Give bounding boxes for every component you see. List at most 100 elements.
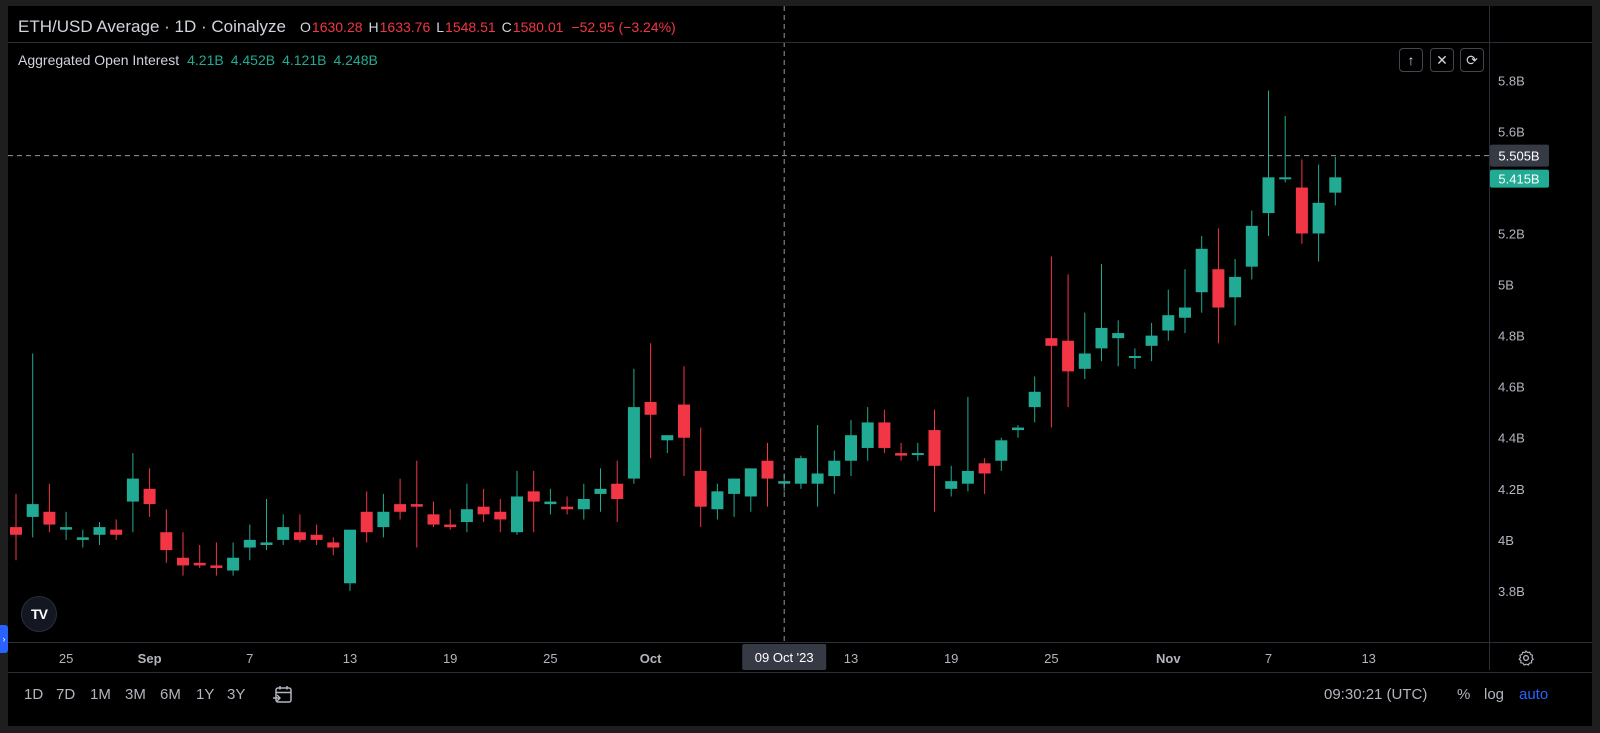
utc-clock[interactable]: 09:30:21 (UTC) [1324,686,1428,703]
timeframe-1m[interactable]: 1M [90,686,111,703]
price-scale-divider [1489,6,1490,670]
last-price-label: 5.415B [1498,172,1539,187]
candle-body [1262,177,1275,214]
candle-body [1195,248,1208,293]
y-tick-label: 5B [1498,278,1514,293]
x-tick-label: Sep [138,651,162,666]
indicator-open: 4.21B [187,52,224,68]
close-icon: ✕ [1436,51,1448,68]
candle-body [344,529,356,584]
candle-body [1162,315,1175,331]
candle-body [945,481,958,489]
candle-body [126,478,139,502]
candle-body [995,440,1008,461]
candle-body [143,488,156,505]
y-tick-label: 4.8B [1498,329,1525,344]
candle-body [978,463,991,474]
candle-body [227,557,240,571]
y-tick-label: 5.6B [1498,124,1525,139]
candle-body [444,524,457,528]
candle-body [828,460,841,477]
candle-body [1112,333,1125,339]
x-tick-label: 25 [543,651,557,666]
candle-body [794,458,807,484]
date-range-calendar-icon[interactable] [272,684,294,706]
y-tick-label: 4.6B [1498,380,1525,395]
candle-body [527,491,540,502]
candle-body [1212,269,1225,308]
y-tick-label: 4.4B [1498,431,1525,446]
symbol-title[interactable]: ETH/USD Average · 1D · Coinalyze [18,17,287,36]
candle-body [644,402,657,415]
arrow-up-icon: ↑ [1407,52,1415,68]
candle-body [394,504,407,512]
timeframe-1d[interactable]: 1D [24,686,44,703]
candle-body [293,532,306,540]
maximize-pane-button[interactable]: ⟳ [1460,48,1484,72]
low-value: L1548.51 [436,19,496,35]
x-tick-label: 25 [59,651,73,666]
indicator-close: 4.248B [333,52,378,68]
candle-body [494,511,507,520]
candle-body [460,509,473,522]
candle-body [577,499,590,510]
candle-body [160,532,173,551]
candle-body [744,468,757,497]
x-axis-labels: 25 Sep 7 13 19 25 Oct 13 19 25 Nov 7 13 [59,651,1376,666]
candle-body [778,481,791,484]
percent-scale-toggle[interactable]: % [1457,686,1471,703]
candle-body [1229,276,1242,298]
legend-header: ETH/USD Average · 1D · Coinalyze O1630.2… [18,16,676,38]
candle-body [961,470,974,484]
last-price-box [1490,169,1549,188]
candle-body [260,542,273,545]
candle-body [1028,391,1041,408]
candle-body [310,534,323,540]
log-scale-toggle[interactable]: log [1484,686,1505,703]
crosshair-date-label: 09 Oct '23 [755,650,814,665]
x-tick-label: 25 [1044,651,1058,666]
timeframe-3m[interactable]: 3M [125,686,146,703]
candle-body [1145,335,1158,346]
timeframe-3y[interactable]: 3Y [227,686,246,703]
candle-body [627,407,640,479]
candle-body [193,562,206,566]
move-up-button[interactable]: ↑ [1399,48,1423,72]
close-pane-button[interactable]: ✕ [1430,48,1454,72]
left-toolbar-expand-handle[interactable]: › [0,625,8,653]
auto-scale-toggle[interactable]: auto [1519,686,1549,703]
candle-body [243,539,256,548]
y-tick-label: 5.2B [1498,226,1525,241]
candlestick-chart[interactable]: 3.8B4B4.2B4.4B4.6B4.8B5B5.2B5.4B5.6B5.8B… [8,6,1592,726]
candle-body [861,422,874,448]
candle-body [1062,340,1075,372]
candle-body [10,527,22,535]
y-tick-label: 3.8B [1498,584,1525,599]
crosshair-date-box [742,644,827,670]
candle-body [694,470,707,507]
timeframe-6m[interactable]: 6M [160,686,181,703]
candles [10,90,1342,591]
x-tick-label: Oct [640,651,662,666]
timeframe-7d[interactable]: 7D [56,686,76,703]
candle-body [1329,177,1342,193]
candle-body [1095,327,1108,349]
candle-body [93,527,106,535]
candle-body [611,483,624,500]
candle-body [845,435,857,461]
x-tick-label: 13 [1361,651,1375,666]
candle-body [1312,202,1325,234]
x-tick-label: Nov [1156,651,1181,666]
candle-body [377,511,390,528]
crosshair-price-box [1490,144,1549,167]
settings-gear-icon[interactable] [1517,649,1535,667]
tradingview-logo[interactable]: TV [21,596,57,632]
candle-body [678,404,690,438]
indicator-low: 4.121B [282,52,327,68]
candle-body [544,501,557,505]
timeframe-1y[interactable]: 1Y [196,686,215,703]
indicator-high: 4.452B [230,52,276,68]
indicator-name[interactable]: Aggregated Open Interest [18,52,180,68]
candle-body [761,460,774,479]
x-tick-label: 19 [443,651,457,666]
